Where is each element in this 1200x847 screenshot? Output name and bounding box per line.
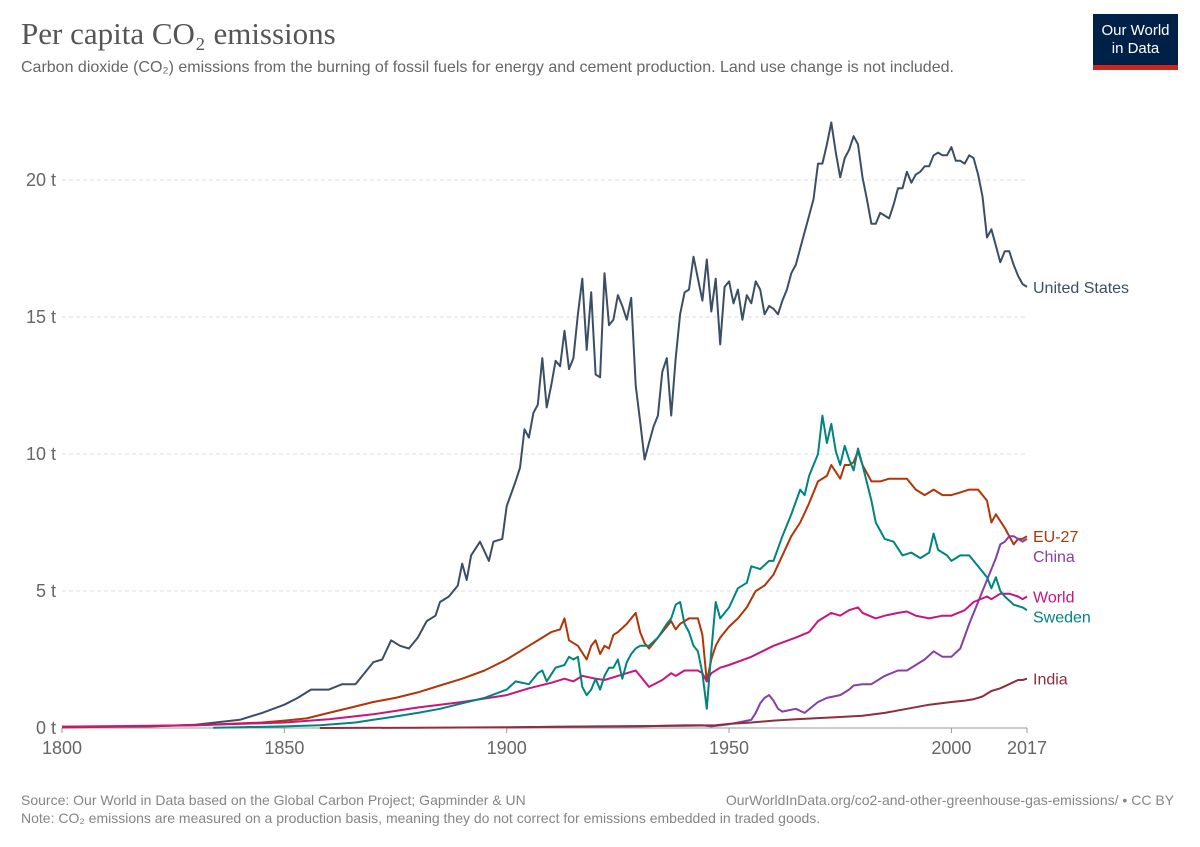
logo-accent-bar — [1093, 65, 1178, 70]
x-tick-label: 1900 — [487, 738, 527, 758]
series-labels: United States EU-27 China World Sweden India — [1033, 280, 1129, 689]
logo-line1: Our World — [1101, 22, 1170, 39]
series-line-eu-27[interactable] — [61, 450, 1028, 729]
y-tick-label: 0 t — [36, 718, 56, 738]
series-line-india[interactable] — [319, 677, 1028, 729]
series-label-china: China — [1033, 549, 1075, 566]
owid-logo[interactable]: Our World in Data — [1093, 14, 1178, 70]
methodology-note: Note: CO₂ emissions are measured on a pr… — [21, 810, 821, 826]
x-tick-label: 2017 — [1007, 738, 1047, 758]
logo-line2: in Data — [1111, 40, 1160, 57]
y-tick-label: 20 t — [26, 170, 56, 190]
y-tick-label: 10 t — [26, 444, 56, 464]
series-line-united-states[interactable] — [61, 121, 1028, 728]
source-note: Source: Our World in Data based on the G… — [21, 792, 526, 808]
chart-subtitle: Carbon dioxide (CO₂) emissions from the … — [21, 59, 954, 76]
series-line-china[interactable] — [506, 535, 1028, 729]
series-label-world: World — [1033, 589, 1075, 606]
x-tick-label: 1850 — [264, 738, 304, 758]
series-label-sweden: Sweden — [1033, 609, 1091, 626]
x-tick-label: 2000 — [931, 738, 971, 758]
x-tick-label: 1950 — [709, 738, 749, 758]
series-line-sweden[interactable] — [213, 414, 1028, 729]
chart-title: Per capita CO₂ emissions — [21, 16, 336, 51]
series-line-world[interactable] — [61, 592, 1028, 728]
series-label-india: India — [1033, 672, 1068, 689]
x-tick-label: 1800 — [42, 738, 82, 758]
series-lines — [61, 121, 1028, 729]
series-label-united-states: United States — [1033, 280, 1129, 297]
y-tick-label: 5 t — [36, 581, 56, 601]
source-url[interactable]: OurWorldInData.org/co2-and-other-greenho… — [725, 792, 1174, 808]
x-axis: 1800 1850 1900 1950 2000 2017 — [42, 727, 1047, 758]
y-tick-label: 15 t — [26, 307, 56, 327]
series-label-eu-27: EU-27 — [1033, 529, 1078, 546]
y-axis-ticks: 0 t 5 t 10 t 15 t 20 t — [26, 170, 56, 738]
